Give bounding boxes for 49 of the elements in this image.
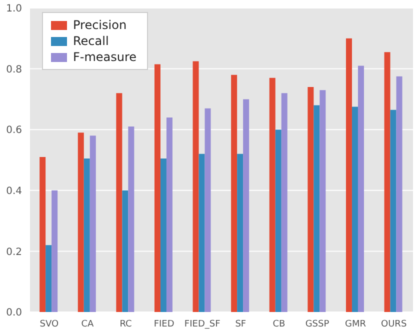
- bar: [346, 38, 352, 312]
- bar: [384, 52, 390, 312]
- x-tick-label: GSSP: [305, 319, 330, 330]
- bar: [52, 190, 58, 312]
- x-tick-label: GMR: [345, 319, 366, 330]
- x-tick-label: SF: [235, 319, 246, 330]
- bar: [166, 117, 172, 312]
- x-tick-label: CB: [272, 319, 286, 330]
- bar: [269, 78, 276, 312]
- legend-label: Precision: [73, 17, 127, 33]
- x-tick-label: OURS: [381, 319, 407, 330]
- x-tick-label: FIED: [154, 319, 174, 330]
- bar: [192, 61, 199, 312]
- legend-label: Recall: [73, 33, 109, 49]
- bar: [243, 99, 250, 312]
- bar: [128, 126, 134, 312]
- x-tick-label: FIED_SF: [184, 319, 220, 330]
- bar: [46, 245, 52, 312]
- y-tick-label: 1.0: [6, 4, 22, 15]
- x-tick-label: RC: [120, 319, 132, 330]
- bar: [204, 108, 211, 312]
- x-tick-label: CA: [81, 319, 95, 330]
- bar: [122, 190, 128, 312]
- bar: [352, 106, 358, 312]
- bar: [40, 156, 46, 312]
- bar: [231, 74, 238, 312]
- bar: [396, 76, 402, 312]
- bar: [281, 93, 288, 312]
- bar: [275, 130, 282, 312]
- bar: [390, 110, 396, 312]
- bar: [116, 93, 122, 312]
- bar: [160, 158, 166, 312]
- legend-label: F-measure: [73, 49, 137, 65]
- y-tick-label: 0.0: [6, 308, 22, 319]
- bar: [320, 90, 326, 312]
- bar: [84, 158, 90, 312]
- bar: [358, 66, 364, 312]
- bar: [198, 154, 205, 312]
- x-tick-label: SVO: [40, 319, 59, 330]
- bar: [314, 105, 320, 312]
- bar: [78, 132, 84, 312]
- bar: [90, 136, 96, 312]
- y-tick-label: 0.6: [6, 125, 22, 136]
- bar: [308, 87, 314, 312]
- bar: [154, 64, 160, 312]
- bar: [237, 154, 244, 312]
- y-tick-label: 0.8: [6, 64, 22, 76]
- y-tick-label: 0.4: [6, 186, 22, 197]
- y-tick-label: 0.2: [6, 246, 22, 258]
